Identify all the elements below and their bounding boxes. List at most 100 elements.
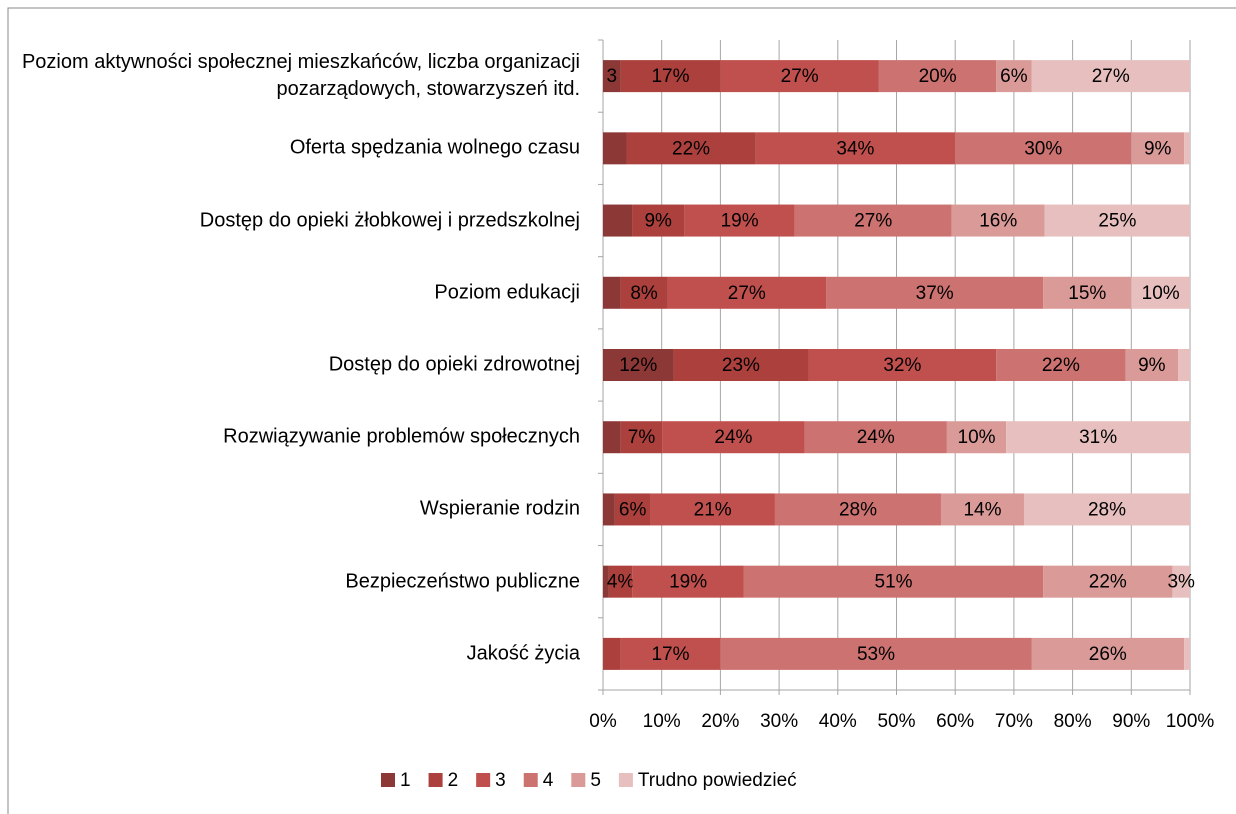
data-label: 22%	[672, 138, 710, 159]
bar-segment	[1125, 349, 1179, 381]
bar-segment	[608, 565, 633, 598]
data-label: 53%	[857, 644, 895, 665]
data-label: 12%	[619, 355, 657, 376]
bar-segment	[1131, 276, 1190, 309]
data-label: 9%	[644, 211, 672, 232]
x-tick-label: 80%	[1054, 711, 1092, 732]
data-label: 26%	[1089, 644, 1127, 665]
legend-label: 5	[590, 770, 601, 791]
bar-segment	[794, 204, 952, 237]
bar-segment	[1178, 349, 1190, 381]
data-label: 17%	[651, 644, 689, 665]
x-tick-label: 0%	[589, 711, 617, 732]
bar-segment	[662, 421, 805, 454]
bar-segment	[673, 349, 809, 381]
data-label: 9%	[1144, 138, 1172, 159]
data-label: 25%	[1098, 211, 1136, 232]
bar-segment	[603, 204, 633, 237]
bar-segment	[826, 276, 1044, 309]
data-label: 27%	[781, 66, 819, 87]
y-tick-label: Poziom aktywności społecznej mieszkańców…	[21, 51, 580, 101]
bar-segment	[755, 132, 956, 165]
data-label: 20%	[919, 66, 957, 87]
bar-segment	[1031, 60, 1190, 93]
data-label: 34%	[836, 138, 874, 159]
bar-segment	[1184, 637, 1190, 670]
y-tick-label: Rozwiązywanie problemów społecznych	[223, 425, 580, 448]
data-label: 19%	[721, 211, 759, 232]
data-label: 3	[607, 66, 618, 87]
data-label: 17%	[651, 66, 689, 87]
data-label: 19%	[669, 572, 707, 593]
bar-segment	[650, 493, 775, 526]
bar-segment	[951, 204, 1045, 237]
data-label: 10%	[958, 427, 996, 448]
data-label: 10%	[1142, 283, 1180, 304]
bar-segment	[614, 493, 651, 526]
bar-segment	[996, 349, 1126, 381]
data-label: 6%	[619, 499, 647, 520]
x-tick-label: 90%	[1112, 711, 1150, 732]
legend-swatch	[428, 773, 443, 787]
bar-segment	[804, 421, 947, 454]
bar-segment	[1043, 565, 1173, 598]
legend-label: 1	[400, 770, 411, 791]
bar-segment	[620, 421, 663, 454]
bar-segment	[955, 132, 1132, 165]
bar-segment	[1031, 637, 1185, 670]
legend-swatch	[476, 773, 491, 787]
bar-segment	[1131, 132, 1185, 165]
bar-segment	[946, 421, 1007, 454]
bar-segment	[1172, 565, 1190, 598]
data-label: 37%	[916, 283, 954, 304]
bar-segment	[603, 349, 674, 381]
bar-segment	[774, 493, 941, 526]
data-label: 8%	[630, 283, 658, 304]
bar-segment	[684, 204, 795, 237]
data-label: 32%	[883, 355, 921, 376]
x-tick-label: 30%	[760, 711, 798, 732]
data-label: 51%	[875, 572, 913, 593]
y-tick-label: Oferta spędzania wolnego czasu	[289, 136, 580, 159]
x-tick-label: 50%	[877, 711, 915, 732]
x-tick-label: 10%	[643, 711, 681, 732]
bar-segment	[743, 565, 1044, 598]
data-label: 27%	[1092, 66, 1130, 87]
x-tick-label: 60%	[936, 711, 974, 732]
bar-segment	[940, 493, 1024, 526]
y-tick-label: Bezpieczeństwo publiczne	[345, 570, 580, 593]
bar-segment	[878, 60, 997, 93]
y-tick-label: Dostęp do opieki żłobkowej i przedszkoln…	[199, 209, 580, 232]
data-label: 16%	[979, 211, 1017, 232]
legend-swatch	[523, 773, 538, 787]
data-label: 23%	[722, 355, 760, 376]
bar-segment	[1184, 132, 1190, 165]
data-label: 6%	[1000, 66, 1028, 87]
data-label: 3%	[1167, 572, 1195, 593]
x-tick-label: 40%	[819, 711, 857, 732]
y-tick-label: Jakość życia	[466, 642, 580, 665]
data-label: 27%	[728, 283, 766, 304]
legend-swatch	[571, 773, 586, 787]
legend-label: Trudno powiedzieć	[638, 770, 797, 791]
bar-segment	[620, 276, 668, 309]
legend-label: 2	[448, 770, 459, 791]
y-tick-label: Wspieranie rodzin	[419, 497, 580, 520]
x-tick-label: 70%	[995, 711, 1033, 732]
y-tick-label: Dostęp do opieki zdrowotnej	[328, 353, 580, 376]
legend-swatch	[618, 773, 633, 787]
data-label: 7%	[628, 427, 656, 448]
x-tick-label: 100%	[1166, 711, 1215, 732]
bar-segment	[632, 204, 685, 237]
bar-segment	[667, 276, 827, 309]
bar-segment	[808, 349, 997, 381]
bar-segment	[603, 493, 615, 526]
bar-segment	[620, 637, 721, 670]
bar-segment	[720, 637, 1032, 670]
data-label: 22%	[1089, 572, 1127, 593]
data-label: 28%	[1088, 499, 1126, 520]
bar-segment	[620, 60, 721, 93]
bar-segment	[996, 60, 1032, 93]
